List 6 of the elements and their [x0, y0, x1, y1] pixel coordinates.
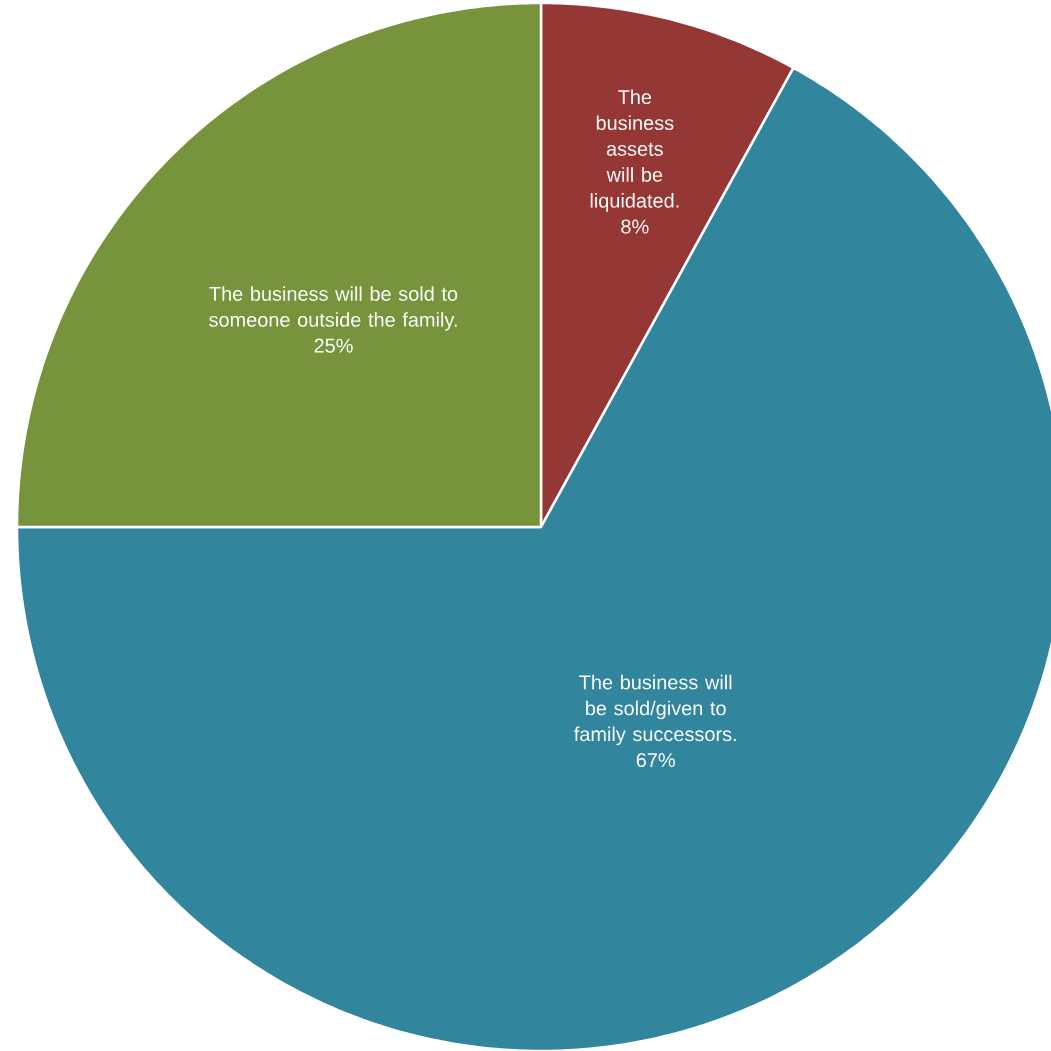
slice-label: The business will be sold to someone outside the family.: [209, 286, 458, 331]
data-label: 67%: [636, 753, 675, 768]
slice-label: The business will be sold/given to family successors.: [574, 674, 736, 746]
slice-label: The business assets will be liquidated.: [590, 89, 679, 212]
data-label: 25%: [314, 338, 353, 353]
data-label: 8%: [621, 219, 649, 234]
